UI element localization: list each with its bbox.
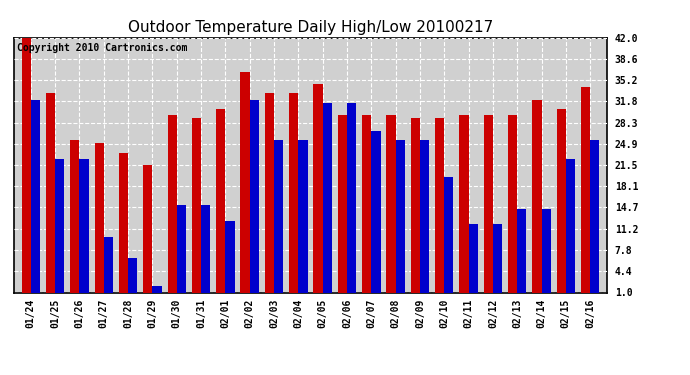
Bar [55, 159, 64, 299]
Bar [201, 206, 210, 299]
Bar [250, 100, 259, 299]
Bar [337, 115, 347, 299]
Bar [152, 286, 161, 299]
Bar [444, 177, 453, 299]
Bar [128, 258, 137, 299]
Bar [493, 224, 502, 299]
Bar [484, 115, 493, 299]
Bar [313, 84, 323, 299]
Bar [371, 131, 381, 299]
Bar [46, 93, 55, 299]
Bar [557, 109, 566, 299]
Bar [240, 72, 250, 299]
Bar [298, 140, 308, 299]
Bar [386, 115, 395, 299]
Bar [566, 159, 575, 299]
Bar [265, 93, 274, 299]
Bar [289, 93, 298, 299]
Bar [216, 109, 226, 299]
Bar [119, 153, 128, 299]
Bar [518, 209, 526, 299]
Bar [420, 140, 429, 299]
Bar [323, 103, 332, 299]
Bar [532, 100, 542, 299]
Bar [104, 237, 113, 299]
Bar [347, 103, 356, 299]
Text: Copyright 2010 Cartronics.com: Copyright 2010 Cartronics.com [17, 43, 187, 52]
Bar [395, 140, 405, 299]
Bar [79, 159, 89, 299]
Bar [226, 221, 235, 299]
Bar [192, 118, 201, 299]
Bar [31, 100, 40, 299]
Bar [542, 209, 551, 299]
Bar [508, 115, 518, 299]
Bar [411, 118, 420, 299]
Bar [581, 87, 590, 299]
Bar [362, 115, 371, 299]
Title: Outdoor Temperature Daily High/Low 20100217: Outdoor Temperature Daily High/Low 20100… [128, 20, 493, 35]
Bar [274, 140, 284, 299]
Bar [460, 115, 469, 299]
Bar [590, 140, 600, 299]
Bar [144, 165, 152, 299]
Bar [177, 206, 186, 299]
Bar [469, 224, 477, 299]
Bar [435, 118, 444, 299]
Bar [95, 143, 103, 299]
Bar [21, 38, 31, 299]
Bar [70, 140, 79, 299]
Bar [168, 115, 177, 299]
